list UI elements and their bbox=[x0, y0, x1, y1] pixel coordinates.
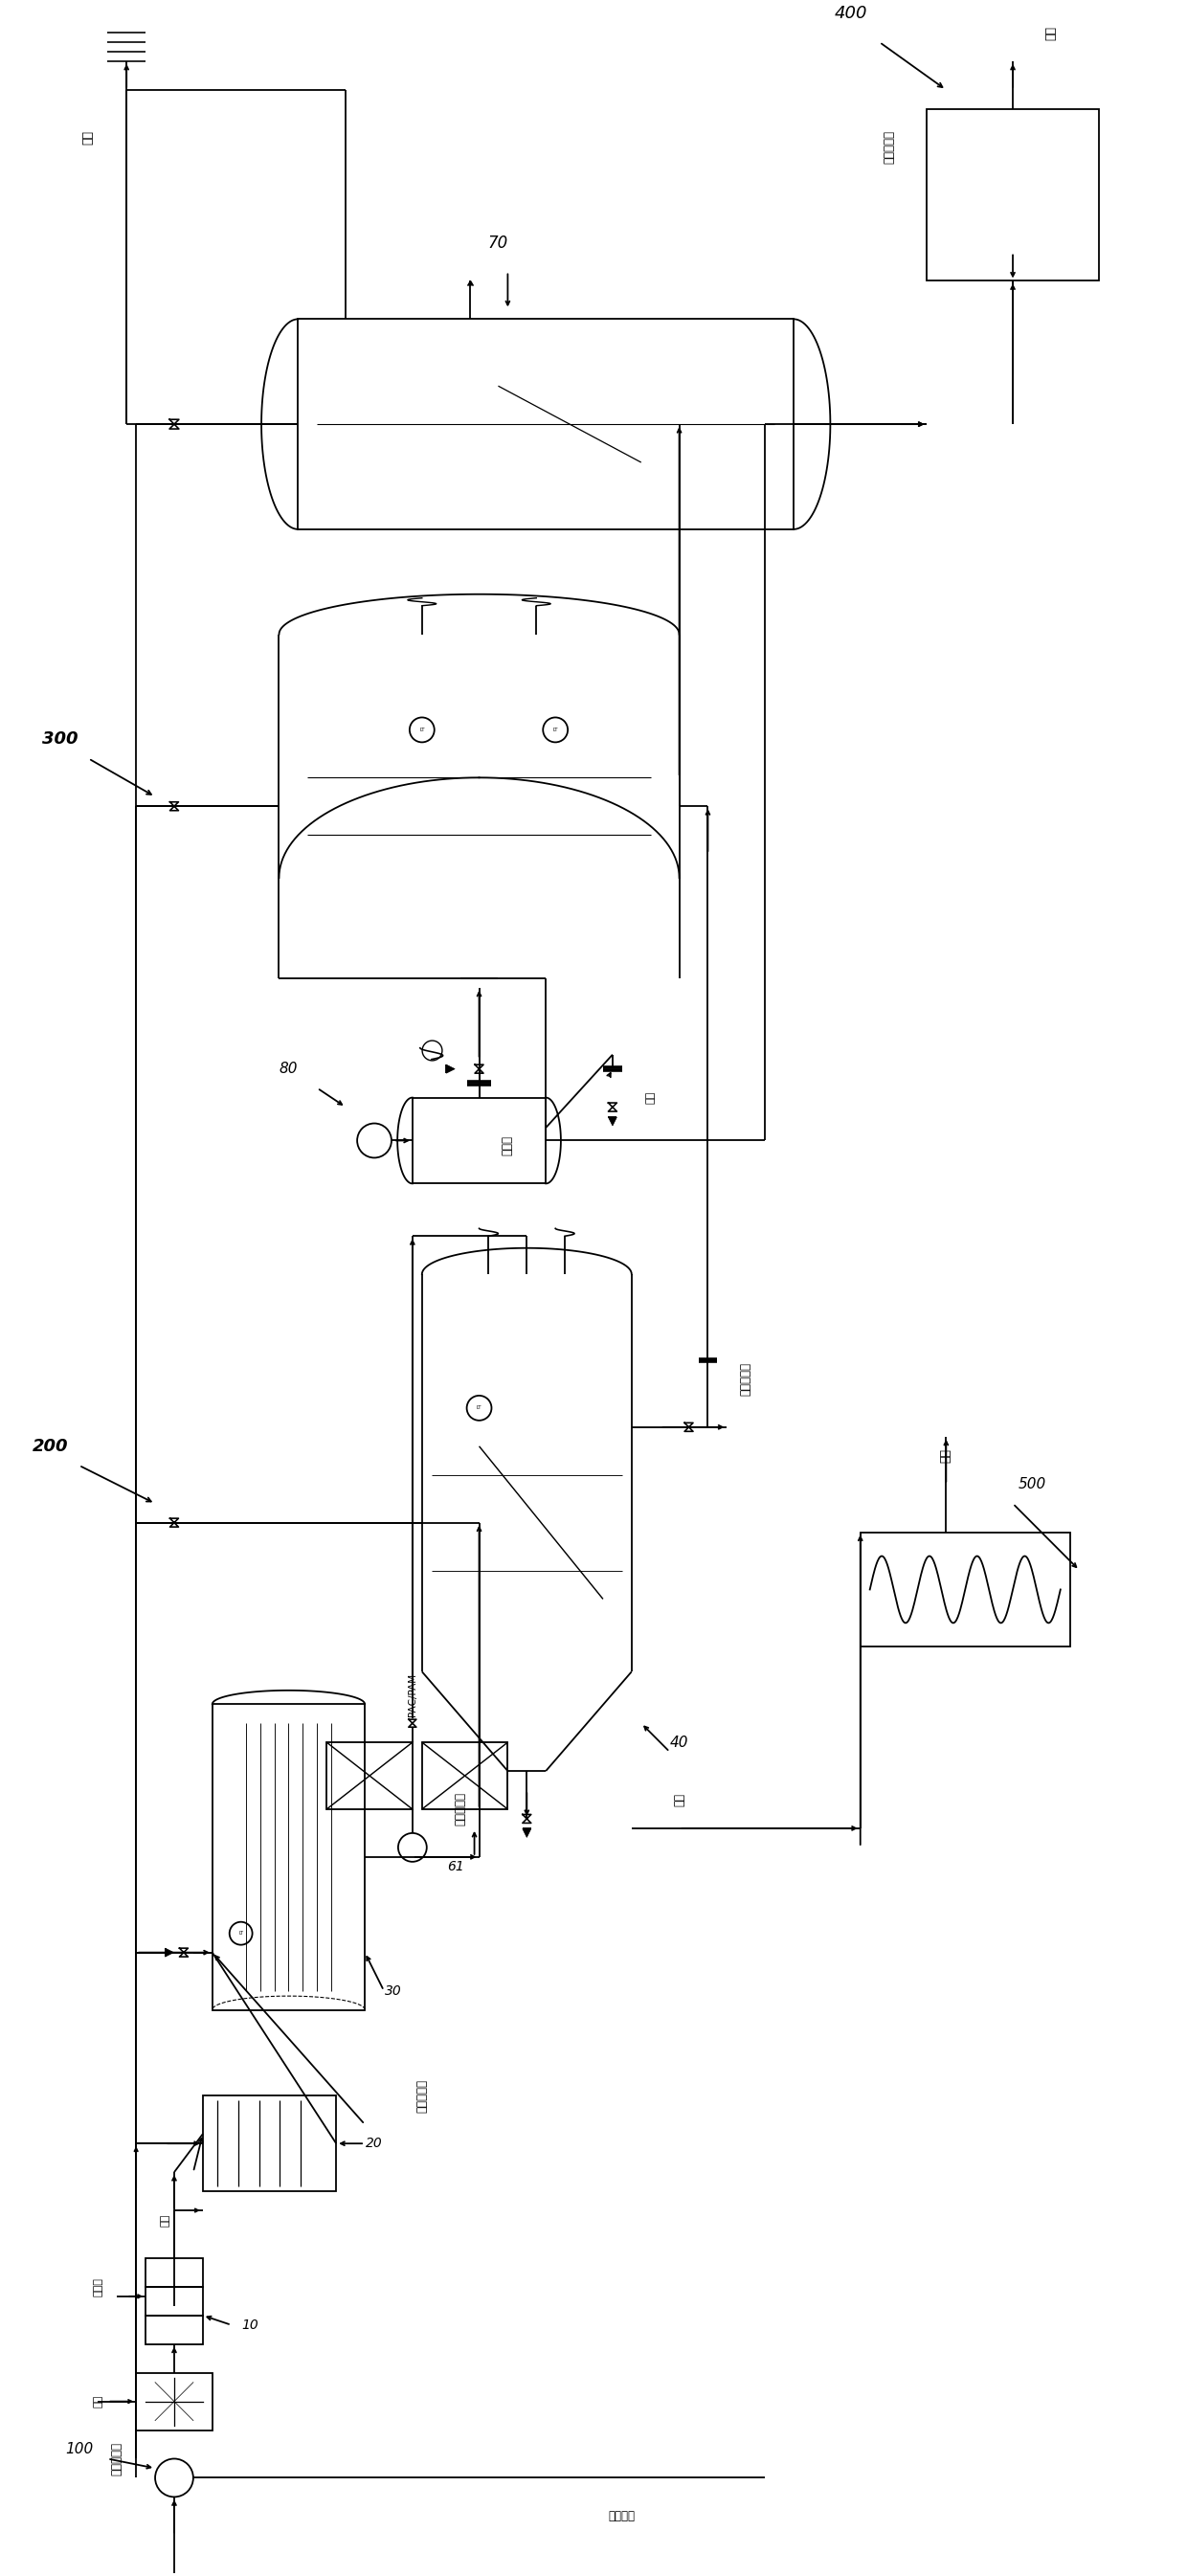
Bar bbox=[146, 2287, 203, 2316]
Text: LT: LT bbox=[553, 726, 558, 732]
Bar bbox=[861, 1533, 1069, 1646]
Text: 气液混合液: 气液混合液 bbox=[415, 2079, 429, 2112]
Text: LT: LT bbox=[419, 726, 425, 732]
Text: 500: 500 bbox=[1018, 1476, 1046, 1492]
Text: 61: 61 bbox=[446, 1860, 464, 1873]
Bar bbox=[927, 108, 1099, 281]
Bar bbox=[146, 2316, 203, 2344]
Bar bbox=[146, 2259, 203, 2287]
Text: 溶气水: 溶气水 bbox=[502, 1136, 514, 1157]
Polygon shape bbox=[446, 1064, 455, 1074]
Text: 臭氧: 臭氧 bbox=[160, 2213, 170, 2226]
Text: 80: 80 bbox=[279, 1061, 298, 1077]
Bar bbox=[421, 1741, 508, 1808]
Text: 浮渣: 浮渣 bbox=[673, 1793, 685, 1806]
Text: 干泥: 干泥 bbox=[940, 1448, 952, 1463]
Text: 氮气: 氮气 bbox=[646, 1092, 655, 1105]
Bar bbox=[298, 319, 794, 528]
Text: 第一处理液: 第一处理液 bbox=[453, 1793, 466, 1826]
Bar bbox=[212, 1705, 364, 2009]
Text: 20: 20 bbox=[366, 2138, 383, 2151]
Text: 70: 70 bbox=[488, 234, 508, 252]
Bar bbox=[326, 1741, 412, 1808]
Polygon shape bbox=[608, 1118, 617, 1126]
Text: LT: LT bbox=[239, 1932, 243, 1935]
Text: 200: 200 bbox=[32, 1437, 69, 1455]
Bar bbox=[203, 2097, 336, 2192]
Text: 产水: 产水 bbox=[1045, 26, 1058, 39]
Text: 排气: 排气 bbox=[82, 131, 95, 144]
Bar bbox=[137, 2372, 212, 2429]
Text: 第二处理液: 第二处理液 bbox=[740, 1363, 753, 1396]
Text: PAC/PAM: PAC/PAM bbox=[407, 1672, 417, 1716]
Text: 压裂返排液: 压裂返排液 bbox=[110, 2442, 123, 2476]
Text: 400: 400 bbox=[834, 5, 868, 23]
Text: 残余污水: 残余污水 bbox=[609, 2509, 635, 2522]
Text: 第三处理液: 第三处理液 bbox=[883, 131, 895, 165]
Text: 10: 10 bbox=[242, 2318, 259, 2331]
Text: 催化剂: 催化剂 bbox=[93, 2277, 103, 2295]
Text: LT: LT bbox=[476, 1406, 482, 1412]
Text: 100: 100 bbox=[65, 2442, 93, 2458]
Polygon shape bbox=[165, 1947, 173, 1958]
Text: 空气: 空气 bbox=[93, 2396, 103, 2409]
Text: 30: 30 bbox=[385, 1984, 402, 1996]
Text: 300: 300 bbox=[42, 732, 78, 747]
Polygon shape bbox=[522, 1829, 531, 1837]
Bar bbox=[412, 1097, 546, 1182]
Text: 40: 40 bbox=[669, 1736, 688, 1749]
